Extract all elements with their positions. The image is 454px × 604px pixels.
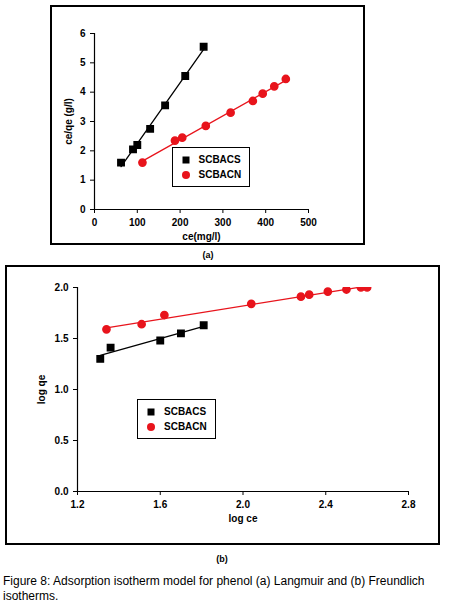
svg-text:0: 0 bbox=[80, 204, 86, 215]
svg-text:0: 0 bbox=[92, 217, 98, 228]
svg-text:1.0: 1.0 bbox=[55, 384, 69, 395]
svg-text:log qe: log qe bbox=[36, 374, 47, 404]
svg-text:1.5: 1.5 bbox=[55, 333, 69, 344]
svg-text:200: 200 bbox=[172, 217, 189, 228]
svg-text:ce/qe (g/l): ce/qe (g/l) bbox=[63, 98, 74, 145]
svg-text:5: 5 bbox=[80, 57, 86, 68]
svg-text:1.6: 1.6 bbox=[153, 499, 167, 510]
html-text:(a): (a) bbox=[202, 250, 214, 260]
svg-text:2: 2 bbox=[80, 145, 86, 156]
html-text:SCBACS: SCBACS bbox=[198, 154, 241, 165]
svg-text:1: 1 bbox=[80, 174, 86, 185]
svg-text:300: 300 bbox=[215, 217, 232, 228]
html-text:SCBACS: SCBACS bbox=[164, 406, 207, 417]
svg-text:3: 3 bbox=[80, 116, 86, 127]
html-text:(b): (b) bbox=[216, 554, 228, 564]
svg-text:2.0: 2.0 bbox=[55, 282, 69, 293]
svg-text:0.5: 0.5 bbox=[55, 435, 69, 446]
svg-text:ce(mg/l): ce(mg/l) bbox=[182, 231, 220, 242]
svg-text:400: 400 bbox=[257, 217, 274, 228]
svg-text:2.0: 2.0 bbox=[236, 499, 250, 510]
svg-text:500: 500 bbox=[300, 217, 317, 228]
svg-text:0.0: 0.0 bbox=[55, 486, 69, 497]
html-text:Figure 8: Adsorption isotherm: Figure 8: Adsorption isotherm model for … bbox=[3, 574, 425, 603]
svg-text:2.4: 2.4 bbox=[319, 499, 333, 510]
html-text:SCBACN: SCBACN bbox=[198, 169, 242, 180]
svg-text:4: 4 bbox=[80, 86, 86, 97]
svg-text:6: 6 bbox=[80, 28, 86, 39]
svg-text:log ce: log ce bbox=[229, 513, 258, 524]
html-text:SCBACN: SCBACN bbox=[164, 421, 207, 432]
svg-text:100: 100 bbox=[129, 217, 146, 228]
svg-text:1.2: 1.2 bbox=[71, 499, 85, 510]
svg-text:2.8: 2.8 bbox=[402, 499, 416, 510]
